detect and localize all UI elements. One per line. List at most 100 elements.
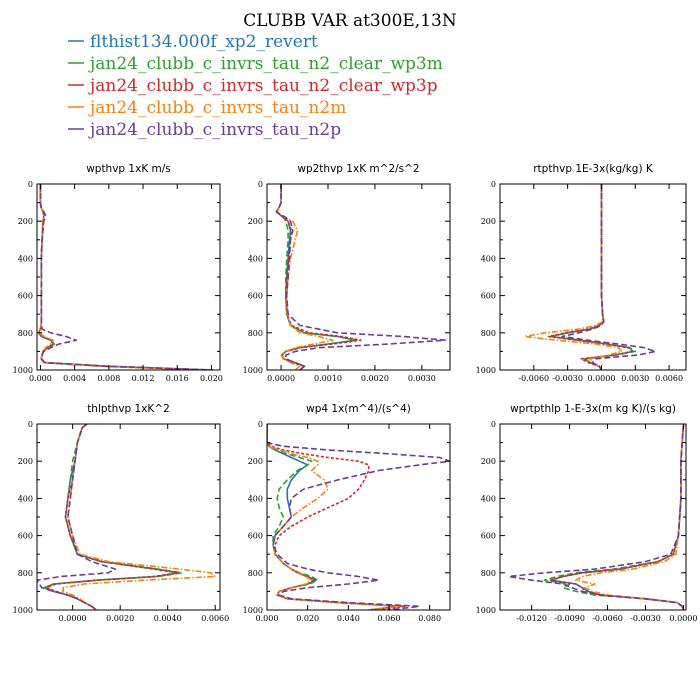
x-tick-label: 0.0000	[587, 374, 615, 383]
y-tick-label: 400	[248, 494, 263, 503]
y-tick-label: 200	[481, 457, 496, 466]
series-line	[549, 424, 685, 610]
chart-panel: wp2thvp 1xK m^2/s^2 0 200 400 600 800 1000 0.00…	[243, 163, 451, 383]
y-tick-label: 600	[481, 292, 496, 301]
y-tick-label: 800	[481, 569, 496, 578]
y-tick-label: 1000	[13, 606, 33, 615]
x-tick-label: 0.040	[337, 614, 360, 623]
x-tick-label: 0.0020	[106, 614, 134, 623]
x-tick-label: 0.0020	[361, 374, 389, 383]
legend-label: jan24_clubb_c_invrs_tau_n2m	[88, 98, 346, 118]
series-line	[267, 424, 401, 610]
x-tick-label: 0.0040	[154, 614, 182, 623]
legend-label: jan24_clubb_c_invrs_tau_n2p	[88, 120, 341, 140]
y-tick-label: 1000	[13, 366, 33, 375]
panel-title: rtpthvp 1E-3x(kg/kg) K	[533, 163, 654, 175]
series-line	[547, 184, 633, 370]
x-tick-label: 0.020	[296, 614, 319, 623]
y-tick-label: 200	[18, 217, 33, 226]
y-tick-label: 600	[248, 532, 263, 541]
y-tick-label: 1000	[243, 366, 263, 375]
x-tick-label: 0.0000	[59, 614, 87, 623]
y-tick-label: 600	[248, 292, 263, 301]
y-tick-label: 200	[481, 217, 496, 226]
panel-title: wp2thvp 1xK m^2/s^2	[297, 163, 419, 175]
y-tick-label: 0	[28, 180, 33, 189]
y-tick-label: 600	[481, 532, 496, 541]
x-tick-label: 0.0030	[621, 374, 649, 383]
series-line	[37, 424, 117, 610]
x-tick-label: 0.0000	[669, 614, 697, 623]
plot-frame	[499, 423, 687, 611]
x-tick-label: 0.008	[97, 374, 120, 383]
y-tick-label: 400	[18, 254, 33, 263]
series-line	[62, 424, 216, 610]
series-line	[37, 184, 208, 370]
x-tick-label: -0.0060	[592, 614, 623, 623]
x-tick-label: 0.0030	[408, 374, 436, 383]
series-line	[508, 424, 685, 610]
series-line	[267, 424, 401, 610]
y-tick-label: 1000	[476, 606, 496, 615]
main-title: CLUBB VAR at300E,13N	[243, 11, 457, 31]
y-tick-label: 200	[18, 457, 33, 466]
x-tick-label: 0.004	[63, 374, 86, 383]
y-tick-label: 600	[18, 532, 33, 541]
legend-label: jan24_clubb_c_invrs_tau_n2_clear_wp3m	[88, 54, 443, 74]
y-tick-label: 0	[491, 180, 496, 189]
panel-title: wp4 1x(m^4)/(s^4)	[306, 403, 411, 415]
y-tick-label: 0	[28, 420, 33, 429]
series-line	[549, 424, 685, 610]
panel-title: wprtpthlp 1-E-3x(m kg K)/(s kg)	[510, 403, 676, 415]
plot-frame	[36, 423, 221, 611]
legend-label: jan24_clubb_c_invrs_tau_n2_clear_wp3p	[88, 76, 438, 96]
series-line	[39, 184, 214, 370]
series-line	[38, 184, 203, 370]
y-tick-label: 1000	[476, 366, 496, 375]
x-tick-label: 0.060	[378, 614, 401, 623]
x-tick-label: -0.0060	[518, 374, 549, 383]
x-tick-label: 0.000	[29, 374, 52, 383]
x-tick-label: 0.0010	[314, 374, 342, 383]
x-tick-label: 0.0060	[201, 614, 229, 623]
series-line	[267, 424, 450, 610]
series-line	[43, 424, 181, 610]
x-tick-label: -0.0030	[630, 614, 661, 623]
series-line	[45, 424, 178, 610]
y-tick-label: 800	[481, 329, 496, 338]
panel-title: thlpthvp 1xK^2	[87, 403, 170, 415]
y-tick-label: 400	[18, 494, 33, 503]
series-line	[561, 184, 657, 370]
series-line	[275, 184, 447, 370]
x-tick-label: -0.0090	[554, 614, 585, 623]
x-tick-label: 0.080	[418, 614, 441, 623]
y-tick-label: 200	[248, 217, 263, 226]
series-line	[267, 424, 407, 610]
x-tick-label: 0.000	[256, 614, 279, 623]
y-tick-label: 1000	[243, 606, 263, 615]
y-tick-label: 800	[248, 569, 263, 578]
y-tick-label: 200	[248, 457, 263, 466]
legend-label: flthist134.000f_xp2_revert	[90, 32, 318, 52]
y-tick-label: 0	[258, 180, 263, 189]
y-tick-label: 400	[481, 494, 496, 503]
y-tick-label: 800	[18, 329, 33, 338]
x-tick-label: 0.016	[166, 374, 189, 383]
y-tick-label: 800	[248, 329, 263, 338]
y-tick-label: 400	[248, 254, 263, 263]
legend: flthist134.000f_xp2_revertjan24_clubb_c_…	[68, 32, 443, 140]
y-tick-label: 600	[18, 292, 33, 301]
x-tick-label: -0.0030	[552, 374, 583, 383]
y-tick-label: 0	[491, 420, 496, 429]
series-line	[575, 424, 685, 610]
series-line	[275, 184, 362, 370]
x-tick-label: 0.0000	[267, 374, 295, 383]
y-tick-label: 400	[481, 254, 496, 263]
panel-title: wpthvp 1xK m/s	[86, 163, 171, 175]
x-tick-label: -0.0120	[516, 614, 547, 623]
series-line	[276, 184, 334, 370]
y-tick-label: 0	[258, 420, 263, 429]
